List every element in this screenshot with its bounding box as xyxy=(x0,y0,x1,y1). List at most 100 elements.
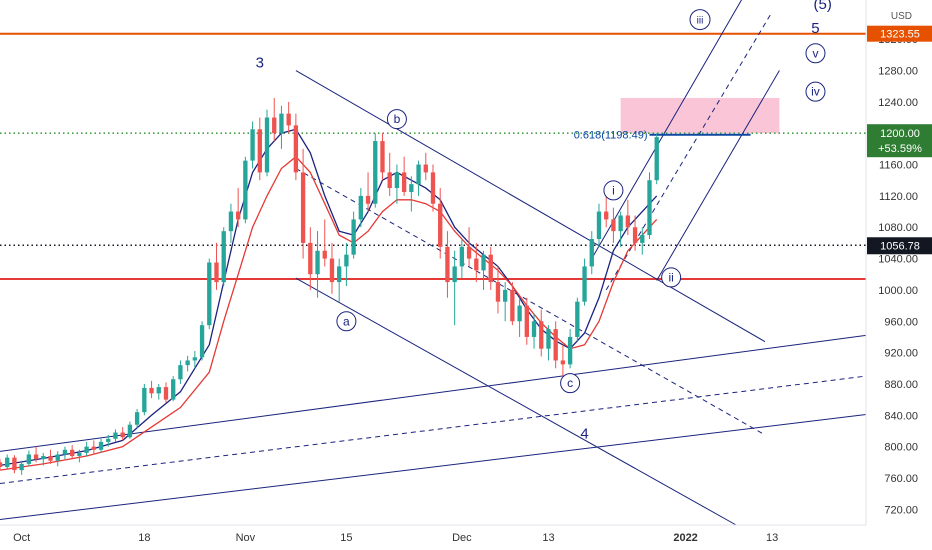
x-tick-label: Oct xyxy=(13,532,30,544)
candle-body xyxy=(474,258,479,271)
candle-body xyxy=(495,282,501,302)
candle-body xyxy=(264,117,270,173)
resistance-price-label: 1323.55 xyxy=(880,29,920,41)
candle-body xyxy=(48,456,53,461)
candle xyxy=(55,451,60,467)
candle xyxy=(214,242,219,290)
candle xyxy=(207,258,212,330)
candle-body xyxy=(235,211,241,220)
candle-body xyxy=(409,184,414,192)
candle xyxy=(611,207,616,243)
candle-body xyxy=(163,387,169,400)
wave-label: b xyxy=(394,112,401,126)
candle xyxy=(70,445,75,459)
candle xyxy=(84,441,89,457)
candle-body xyxy=(26,454,32,464)
candle xyxy=(380,133,385,181)
candle xyxy=(560,344,566,377)
candle-body xyxy=(113,432,118,439)
x-tick-label: 13 xyxy=(766,532,778,544)
candle-body xyxy=(387,172,392,189)
candle-body xyxy=(98,441,104,450)
candle-body xyxy=(438,203,443,247)
candle-body xyxy=(84,446,89,453)
pivot-price-tag xyxy=(867,237,932,255)
candle xyxy=(337,258,342,302)
candle xyxy=(134,409,140,428)
trend-line-6 xyxy=(591,0,743,259)
candle-body xyxy=(171,379,176,400)
candle xyxy=(178,360,183,384)
candle xyxy=(344,242,349,287)
candle xyxy=(315,231,320,298)
candle xyxy=(243,156,248,224)
candle-body xyxy=(5,457,10,468)
candle xyxy=(286,101,291,134)
wave-label: i xyxy=(612,183,615,197)
trend-lines-layer xyxy=(0,0,867,526)
candle-body xyxy=(272,117,277,134)
candle-body xyxy=(33,454,39,460)
candle xyxy=(228,203,234,243)
time-axis-background xyxy=(0,525,932,550)
price-axis-background xyxy=(866,0,932,525)
y-tick-label: 840.00 xyxy=(884,410,918,422)
y-tick-label: 720.00 xyxy=(884,504,918,516)
wave-label-circle xyxy=(386,109,407,130)
candle-body xyxy=(120,432,125,438)
candle-body xyxy=(394,172,400,189)
candle xyxy=(308,227,313,290)
candle-body xyxy=(91,446,96,450)
candle-body xyxy=(524,305,529,337)
target-zone xyxy=(620,97,780,134)
candle-body xyxy=(618,215,623,232)
y-tick-label: 800.00 xyxy=(884,442,918,454)
y-tick-label: 1000.00 xyxy=(878,285,918,297)
candle xyxy=(235,188,241,228)
candle-body xyxy=(416,164,421,185)
candle-body xyxy=(611,219,616,232)
candle xyxy=(171,376,176,402)
candle-body xyxy=(19,463,24,471)
candle xyxy=(62,446,68,460)
candle xyxy=(272,97,277,142)
candle xyxy=(474,242,479,283)
candle-body xyxy=(604,211,609,220)
candle-body xyxy=(423,164,428,173)
wave-label: c xyxy=(567,376,573,390)
current-price-tag xyxy=(867,124,932,158)
resistance-price-tag xyxy=(867,25,932,42)
candle-body xyxy=(531,321,537,337)
candle xyxy=(423,152,428,181)
candle-body xyxy=(192,357,198,361)
candle-body xyxy=(156,387,161,394)
wave-label-circle xyxy=(661,267,682,288)
candle-body xyxy=(625,215,631,228)
candle-body xyxy=(452,266,457,283)
candle xyxy=(481,250,486,290)
y-tick-label: 880.00 xyxy=(884,379,918,391)
wave-label: iv xyxy=(811,85,820,99)
candle xyxy=(409,176,414,212)
candle xyxy=(351,211,356,259)
candle xyxy=(257,117,262,181)
trend-line-5 xyxy=(295,277,737,526)
candle-body xyxy=(553,329,558,361)
candle-body xyxy=(517,305,522,322)
price-axis: USD 720.00 760.00 800.00 840.00 880.00 920.00… xyxy=(865,0,932,525)
candle xyxy=(438,188,443,259)
candle-body xyxy=(315,250,320,275)
candle xyxy=(221,227,226,287)
candle xyxy=(12,455,17,474)
wave-label: 3 xyxy=(256,55,264,72)
candle xyxy=(625,199,631,236)
candle xyxy=(654,133,659,185)
candle xyxy=(553,321,558,369)
candle xyxy=(0,459,3,471)
candle-body xyxy=(250,129,255,161)
candle-body xyxy=(445,246,450,283)
candle-body xyxy=(286,113,291,126)
candle xyxy=(127,421,133,439)
